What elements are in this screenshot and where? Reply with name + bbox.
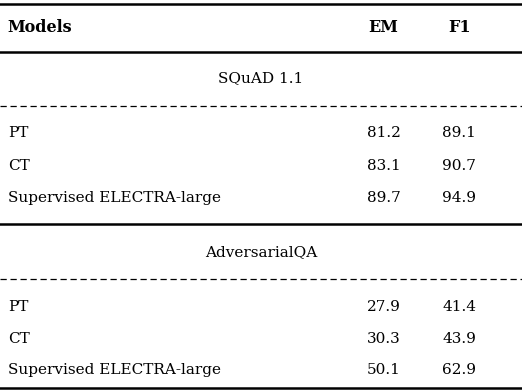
Text: 89.7: 89.7: [367, 191, 400, 205]
Text: PT: PT: [8, 299, 28, 314]
Text: 83.1: 83.1: [367, 159, 400, 173]
Text: 50.1: 50.1: [367, 363, 400, 377]
Text: 43.9: 43.9: [443, 332, 476, 346]
Text: 30.3: 30.3: [367, 332, 400, 346]
Text: CT: CT: [8, 159, 30, 173]
Text: 90.7: 90.7: [443, 159, 476, 173]
Text: EM: EM: [369, 19, 399, 36]
Text: 94.9: 94.9: [442, 191, 477, 205]
Text: SQuAD 1.1: SQuAD 1.1: [218, 71, 304, 85]
Text: Supervised ELECTRA-large: Supervised ELECTRA-large: [8, 363, 221, 377]
Text: 89.1: 89.1: [443, 126, 476, 140]
Text: PT: PT: [8, 126, 28, 140]
Text: CT: CT: [8, 332, 30, 346]
Text: 27.9: 27.9: [367, 299, 400, 314]
Text: 81.2: 81.2: [367, 126, 400, 140]
Text: Models: Models: [8, 19, 73, 36]
Text: AdversarialQA: AdversarialQA: [205, 245, 317, 259]
Text: Supervised ELECTRA-large: Supervised ELECTRA-large: [8, 191, 221, 205]
Text: 41.4: 41.4: [442, 299, 477, 314]
Text: 62.9: 62.9: [442, 363, 477, 377]
Text: F1: F1: [448, 19, 471, 36]
